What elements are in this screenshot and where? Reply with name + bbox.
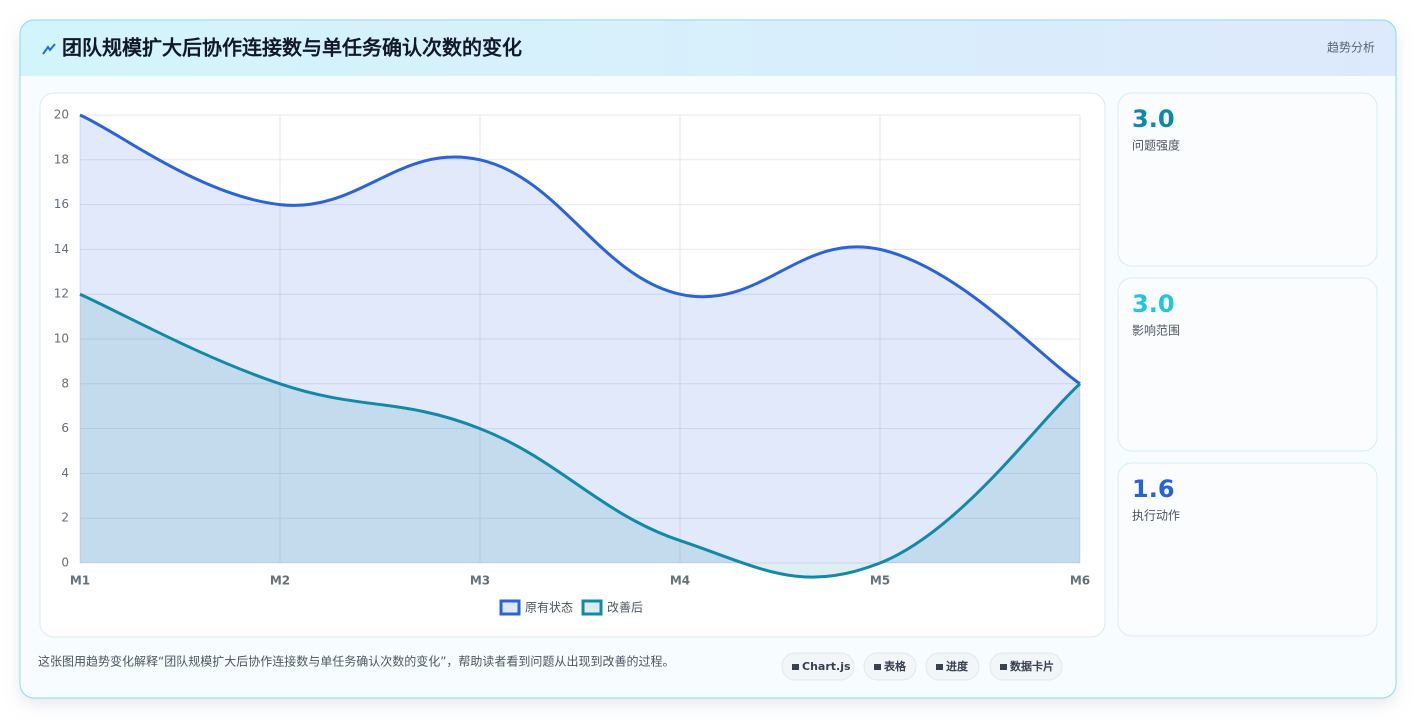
footer-button[interactable] <box>863 652 917 681</box>
area-fill <box>80 294 1080 578</box>
stat-label: 影响范围 <box>1132 323 1180 338</box>
legend-label: 改善后 <box>607 600 643 615</box>
stat-value: 3.0 <box>1132 105 1175 133</box>
footer-button[interactable] <box>925 652 980 681</box>
button-icon <box>792 664 799 670</box>
x-tick-label: M4 <box>670 574 690 588</box>
header-band <box>20 20 1396 76</box>
legend-swatch <box>499 599 521 616</box>
x-tick-label: M2 <box>270 574 290 588</box>
footer-button[interactable] <box>989 652 1063 681</box>
stat-label: 问题强度 <box>1132 138 1180 153</box>
button-icon <box>1000 664 1007 670</box>
button-label: 表格 <box>883 659 907 673</box>
button-icon <box>936 664 943 670</box>
y-tick-label: 6 <box>61 421 69 435</box>
stat-value: 1.6 <box>1132 475 1175 503</box>
title: 团队规模扩大后协作连接数与单任务确认次数的变化 <box>62 36 522 60</box>
chart-panel <box>39 92 1106 638</box>
area-fill <box>80 115 1080 563</box>
card-border <box>19 19 1397 699</box>
x-tick-label: M1 <box>70 574 90 588</box>
header-icon <box>42 43 56 55</box>
x-tick-label: M3 <box>470 574 490 588</box>
legend-swatch <box>581 599 603 616</box>
y-tick-label: 2 <box>61 511 69 525</box>
y-tick-label: 8 <box>61 376 69 390</box>
y-tick-label: 20 <box>54 108 69 122</box>
y-tick-label: 18 <box>54 152 69 166</box>
y-tick-label: 16 <box>54 197 69 211</box>
y-tick-label: 12 <box>54 287 69 301</box>
button-label: Chart.js <box>802 660 851 673</box>
stat-card <box>1117 92 1378 267</box>
x-tick-label: M5 <box>870 574 890 588</box>
button-label: 数据卡片 <box>1010 659 1054 673</box>
y-tick-label: 10 <box>54 332 69 346</box>
y-tick-label: 0 <box>61 556 69 570</box>
footer-button[interactable] <box>781 652 855 681</box>
y-tick-label: 4 <box>61 466 69 480</box>
x-tick-label: M6 <box>1070 574 1090 588</box>
stat-value: 3.0 <box>1132 290 1175 318</box>
legend-label: 原有状态 <box>525 601 573 615</box>
button-label: 进度 <box>946 659 969 673</box>
footer-text: 这张图用趋势变化解释“团队规模扩大后协作连接数与单任务确认次数的变化”，帮助读者… <box>38 654 674 669</box>
stat-card <box>1117 277 1378 452</box>
button-icon <box>874 664 881 670</box>
y-tick-label: 14 <box>54 242 69 256</box>
line <box>79 113 1081 386</box>
line <box>79 292 1082 579</box>
stat-label: 执行动作 <box>1132 509 1180 523</box>
header-badge: 趋势分析 <box>1327 41 1375 55</box>
stat-card <box>1117 462 1378 637</box>
